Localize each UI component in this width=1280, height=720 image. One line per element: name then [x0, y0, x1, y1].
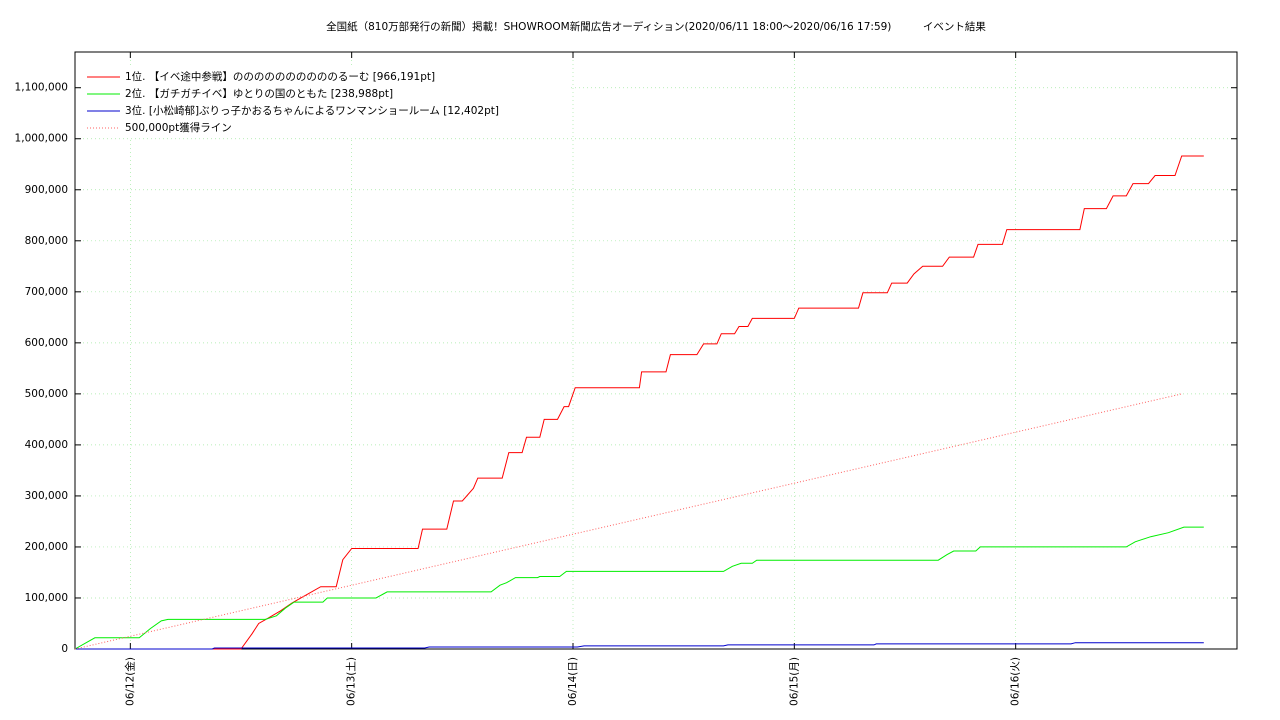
chart-title: 全国紙（810万部発行の新聞）掲載！SHOWROOM新聞広告オーディション(20… [326, 20, 986, 33]
x-tick-label: 06/16(火) [1010, 657, 1022, 706]
y-tick-label: 200,000 [25, 541, 68, 553]
y-tick-label: 500,000 [25, 388, 68, 400]
legend-label: 3位. [小松崎郁]ぶりっ子かおるちゃんによるワンマンショールーム [12,40… [125, 104, 499, 117]
y-tick-label: 100,000 [25, 592, 68, 604]
y-tick-label: 600,000 [25, 337, 68, 349]
series-line [74, 526, 1204, 650]
y-tick-label: 0 [61, 643, 68, 655]
series-line [75, 642, 1204, 650]
plot-frame [74, 51, 1238, 650]
y-tick-label: 1,000,000 [15, 133, 68, 145]
series-line [75, 155, 1204, 650]
x-tick-label: 06/12(金) [123, 657, 136, 706]
x-tick-label: 06/14(日) [567, 657, 579, 706]
series-line [74, 393, 1182, 650]
x-tick-label: 06/15(月) [788, 657, 800, 706]
y-tick-label: 1,100,000 [15, 82, 68, 94]
legend: 1位. 【イベ途中参戦】ののののののののののるーむ [966,191pt] 2位.… [81, 66, 571, 138]
y-tick-label: 300,000 [25, 490, 68, 502]
legend-label: 500,000pt獲得ライン [125, 121, 232, 134]
y-tick-label: 900,000 [25, 184, 68, 196]
y-tick-label: 700,000 [25, 286, 68, 298]
y-tick-label: 400,000 [25, 439, 68, 451]
legend-label: 2位. 【ガチガチイベ】ゆとりの国のともた [238,988pt] [125, 87, 393, 100]
x-tick-label: 06/13(土) [345, 657, 358, 706]
legend-label: 1位. 【イベ途中参戦】ののののののののののるーむ [966,191pt] [125, 70, 435, 83]
legend-box [81, 66, 571, 138]
y-tick-label: 800,000 [25, 235, 68, 247]
